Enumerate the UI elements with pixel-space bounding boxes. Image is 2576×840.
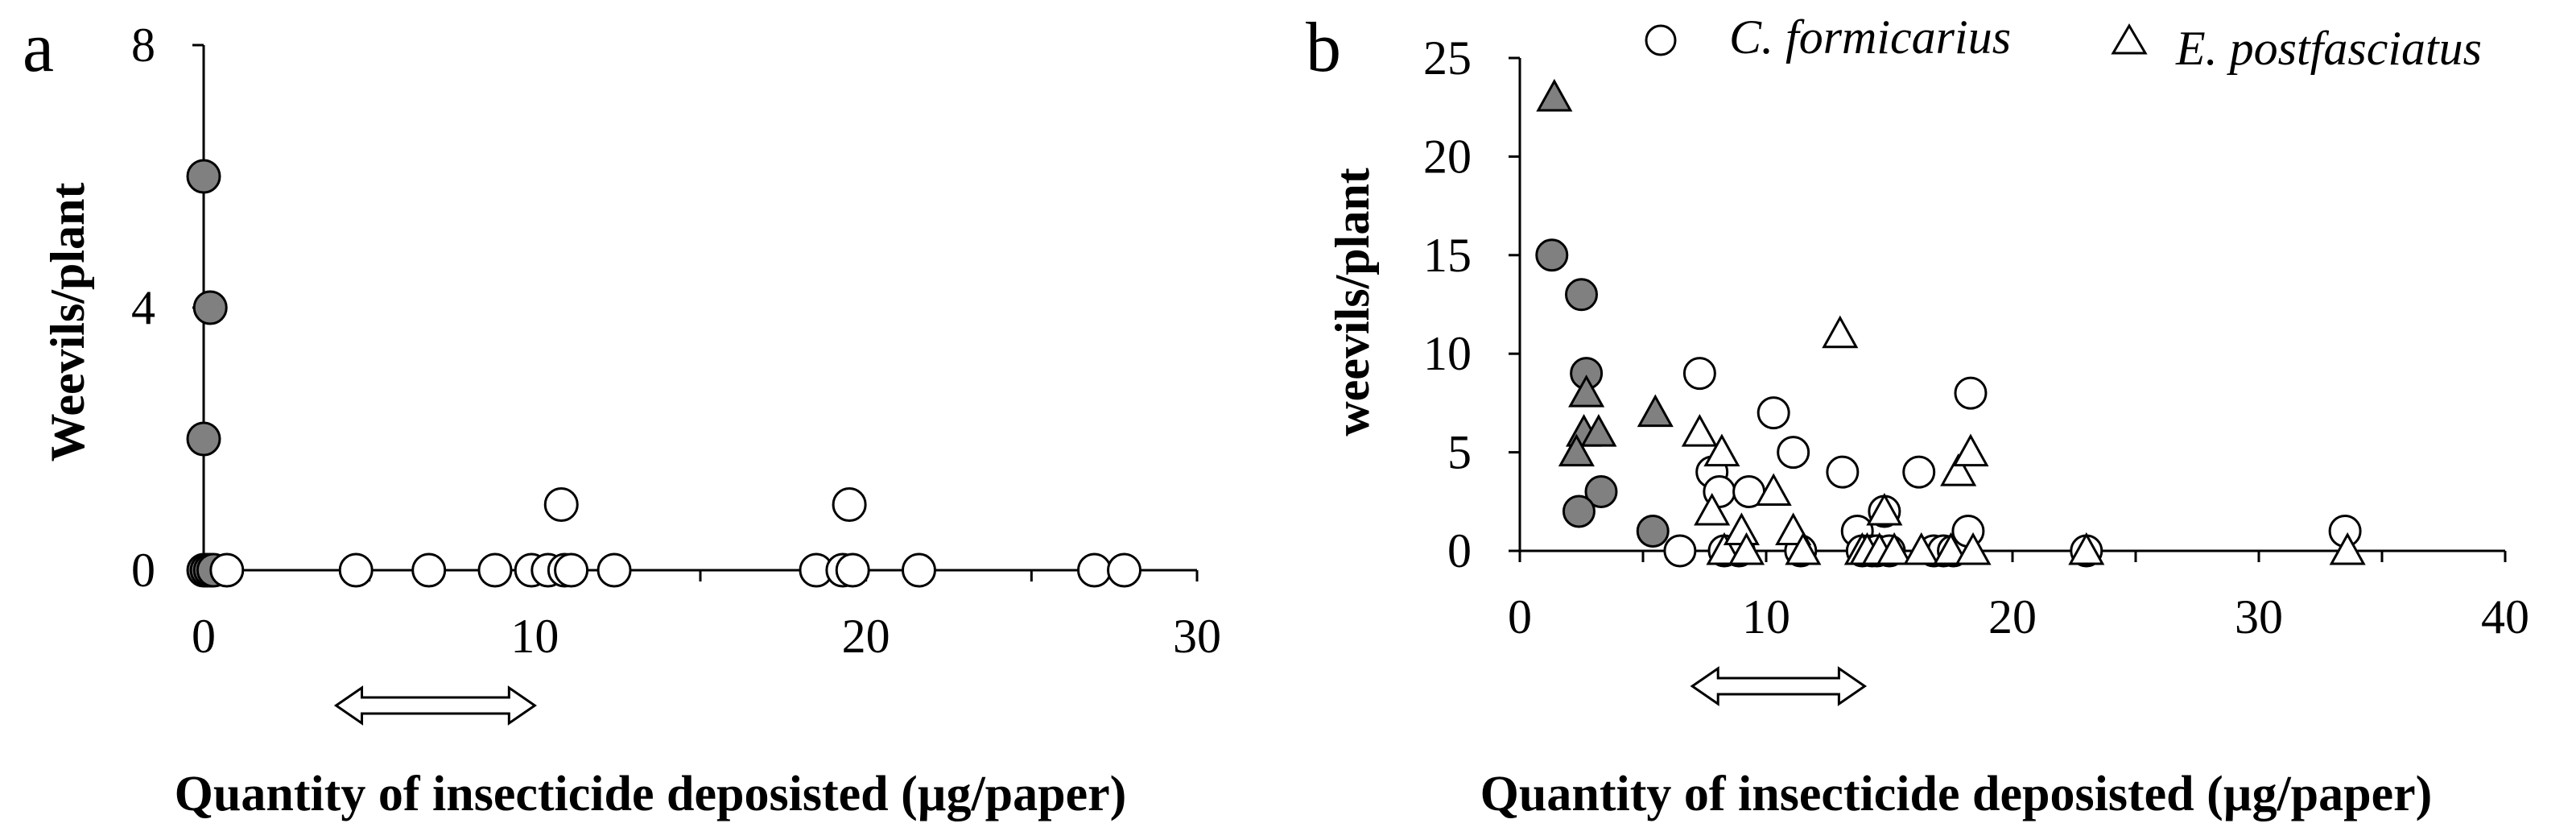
- data-point-circle: [1682, 357, 1716, 391]
- panel-b-tick-labels: 0 10 20 30 40 0 5 10 15 20 25: [1423, 31, 2529, 643]
- data-point-triangle: [1903, 532, 1940, 565]
- data-point-triangle: [2068, 532, 2105, 565]
- data-point-triangle: [1866, 492, 1903, 526]
- data-point-circle: [1565, 278, 1598, 312]
- data-point-circle: [186, 159, 221, 194]
- legend-triangle-marker: [2111, 23, 2148, 55]
- data-point-circle: [338, 552, 374, 588]
- data-point-circle: [1562, 494, 1596, 528]
- x-tick-label: 20: [842, 610, 890, 663]
- data-point-circle: [901, 552, 936, 588]
- panel-a: a 0 10 20 30 0 4 8 Weevils/plant Quantity of i…: [23, 9, 1221, 821]
- data-point-triangle: [1694, 492, 1731, 526]
- panel-a-range-arrow: [333, 685, 537, 726]
- data-point-circle: [411, 552, 447, 588]
- panel-b-x-axis-label: Quantity of insecticide deposisted (µg/p…: [1480, 767, 2433, 821]
- y-tick-label: 25: [1423, 31, 1472, 85]
- data-point-circle: [1902, 455, 1936, 489]
- data-point-circle: [209, 552, 245, 588]
- x-tick-label: 30: [2235, 590, 2283, 643]
- data-point-triangle: [1681, 414, 1718, 447]
- y-tick-label: 0: [1447, 524, 1472, 577]
- data-point-circle: [192, 290, 228, 325]
- data-point-circle: [1535, 238, 1569, 272]
- data-point-triangle: [1637, 394, 1674, 428]
- range-double-arrow: [333, 685, 537, 726]
- x-tick-label: 30: [1173, 610, 1221, 663]
- legend-label-c-formicarius: C. formicarius: [1729, 10, 2011, 64]
- y-tick-label: 15: [1423, 229, 1472, 282]
- panel-a-y-axis-label: Weevils/plant: [41, 183, 94, 462]
- x-tick-label: 0: [1508, 590, 1532, 643]
- data-point-circle: [1663, 534, 1697, 568]
- y-tick-label: 5: [1447, 426, 1472, 479]
- y-tick-label: 4: [131, 281, 155, 334]
- data-point-triangle: [1723, 512, 1760, 546]
- data-point-triangle: [1728, 532, 1765, 565]
- data-point-triangle: [1940, 453, 1977, 486]
- data-point-triangle: [1568, 374, 1605, 408]
- data-point-triangle: [1558, 433, 1595, 467]
- data-point-circle: [1826, 455, 1860, 489]
- data-point-circle: [554, 552, 589, 588]
- data-point-circle: [1584, 475, 1618, 509]
- data-point-triangle: [1706, 532, 1743, 565]
- data-point-triangle: [1932, 532, 1970, 565]
- data-point-circle: [543, 487, 579, 522]
- data-point-triangle: [1785, 532, 1822, 565]
- panel-b-points: [1535, 78, 2366, 568]
- legend-label-e-postfasciatus: E. postfasciatus: [2175, 22, 2482, 75]
- data-point-triangle: [1580, 414, 1617, 447]
- data-point-triangle: [2329, 532, 2366, 565]
- data-point-circle: [477, 552, 513, 588]
- data-point-circle: [597, 552, 632, 588]
- panel-b-y-axis-label: weevils/plant: [1326, 168, 1379, 436]
- x-tick-label: 20: [1988, 590, 2037, 643]
- x-tick-label: 10: [1742, 590, 1790, 643]
- y-tick-label: 0: [131, 544, 155, 597]
- data-point-triangle: [1952, 433, 1989, 467]
- panel-a-axes: [192, 43, 1199, 581]
- panel-b-range-arrow: [1690, 666, 1868, 706]
- legend-circle-marker: [1645, 24, 1677, 56]
- data-point-triangle: [1876, 532, 1913, 565]
- data-point-circle: [1954, 376, 1988, 410]
- range-double-arrow: [1690, 666, 1868, 706]
- data-point-triangle: [1955, 532, 1992, 565]
- panel-a-x-axis-label: Quantity of insecticide deposisted (µg/p…: [175, 767, 1127, 821]
- data-point-triangle: [1755, 473, 1792, 507]
- panel-b-letter: b: [1306, 9, 1341, 87]
- data-point-circle: [835, 552, 870, 588]
- data-point-triangle: [1822, 315, 1859, 349]
- data-point-circle: [1757, 396, 1790, 430]
- data-point-circle: [186, 421, 221, 457]
- panel-a-tick-labels: 0 10 20 30 0 4 8: [131, 19, 1221, 663]
- x-tick-label: 40: [2481, 590, 2529, 643]
- data-point-circle: [1107, 552, 1142, 588]
- y-tick-label: 20: [1423, 130, 1472, 183]
- data-point-triangle: [1703, 433, 1740, 467]
- panel-a-letter: a: [23, 9, 54, 87]
- data-point-circle: [1636, 515, 1670, 548]
- data-point-circle: [832, 487, 867, 522]
- y-tick-label: 8: [131, 19, 155, 72]
- data-point-triangle: [1536, 78, 1573, 112]
- panel-b: b 0 10 20 30 40 0 5 10 15 20 25 weevils/plant Quan…: [1306, 9, 2529, 821]
- panel-b-legend: C. formicarius E. postfasciatus: [1645, 10, 2482, 75]
- x-tick-label: 10: [510, 610, 559, 663]
- panel-a-points: [186, 159, 1142, 588]
- y-tick-label: 10: [1423, 327, 1472, 380]
- data-point-circle: [1777, 436, 1810, 470]
- x-tick-label: 0: [192, 610, 216, 663]
- data-point-circle: [1076, 552, 1112, 588]
- panel-b-axes: [1509, 56, 2507, 562]
